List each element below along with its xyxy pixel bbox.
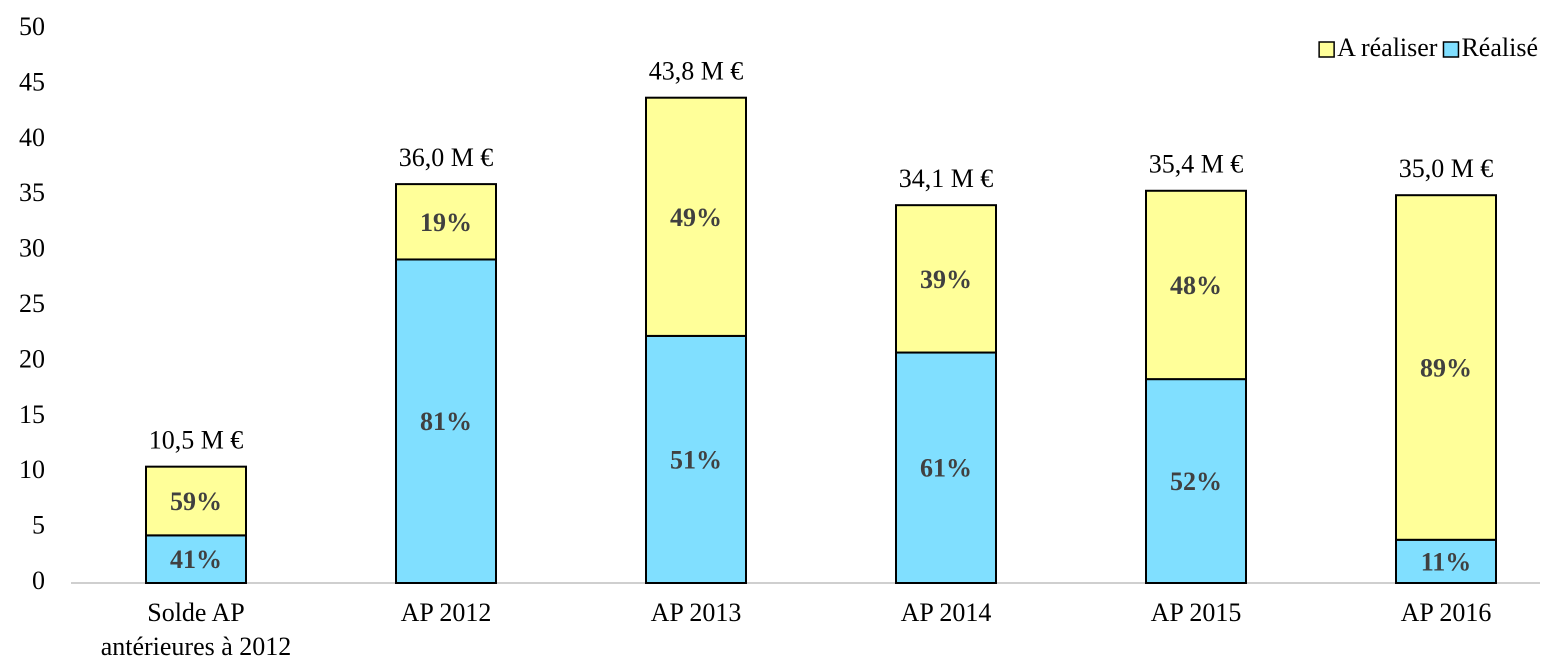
bar-segment: [1395, 538, 1497, 585]
share-label: 48%: [1170, 271, 1222, 300]
total-label: 35,4 M €: [1149, 150, 1244, 179]
total-label: 35,0 M €: [1399, 154, 1494, 183]
bar-segment: [645, 96, 747, 337]
bar-segment: [145, 465, 247, 537]
x-tick-label: AP 2015: [1150, 598, 1242, 627]
y-tick-label: 10: [19, 455, 45, 484]
legend-swatch: [1318, 41, 1335, 58]
total-label: 10,5 M €: [149, 426, 244, 455]
bar-segment: [1145, 189, 1247, 381]
y-tick-label: 50: [19, 12, 45, 41]
share-label: 59%: [170, 487, 222, 516]
share-label: 49%: [670, 203, 722, 232]
share-label: 81%: [420, 407, 472, 436]
y-tick-label: 5: [32, 511, 45, 540]
total-label: 34,1 M €: [899, 164, 994, 193]
share-label: 41%: [170, 545, 222, 574]
share-label: 52%: [1170, 467, 1222, 496]
x-tick-label: AP 2016: [1400, 598, 1492, 627]
legend-swatch: [1442, 41, 1460, 58]
x-tick-label: Solde AP antérieures à 2012: [100, 598, 292, 661]
legend-label: A réaliser: [1337, 33, 1438, 62]
bar-segment: [1145, 378, 1247, 584]
y-tick-label: 0: [32, 566, 45, 595]
bar-segment: [645, 334, 747, 584]
share-label: 11%: [1421, 547, 1472, 576]
total-label: 36,0 M €: [399, 143, 494, 172]
y-tick-label: 30: [19, 234, 45, 263]
legend-label: Réalisé: [1461, 33, 1538, 62]
total-label: 43,8 M €: [649, 57, 744, 86]
share-label: 39%: [920, 265, 972, 294]
y-tick-label: 35: [19, 178, 45, 207]
y-tick-label: 45: [19, 67, 45, 96]
bar-segment: [395, 183, 497, 261]
y-tick-label: 40: [19, 123, 45, 152]
y-tick-label: 25: [19, 289, 45, 318]
x-tick-label: AP 2012: [400, 598, 492, 627]
y-tick-label: 15: [19, 400, 45, 429]
bar-segment: [145, 534, 247, 585]
share-label: 51%: [670, 445, 722, 474]
bar-segment: [895, 351, 997, 585]
bar-segment: [1395, 194, 1497, 541]
x-tick-label: AP 2013: [650, 598, 742, 627]
share-label: 19%: [420, 208, 472, 237]
share-label: 61%: [920, 454, 972, 483]
share-label: 89%: [1420, 353, 1472, 382]
y-tick-label: 20: [19, 344, 45, 373]
x-tick-label: AP 2014: [900, 598, 992, 627]
bar-segment: [895, 204, 997, 354]
